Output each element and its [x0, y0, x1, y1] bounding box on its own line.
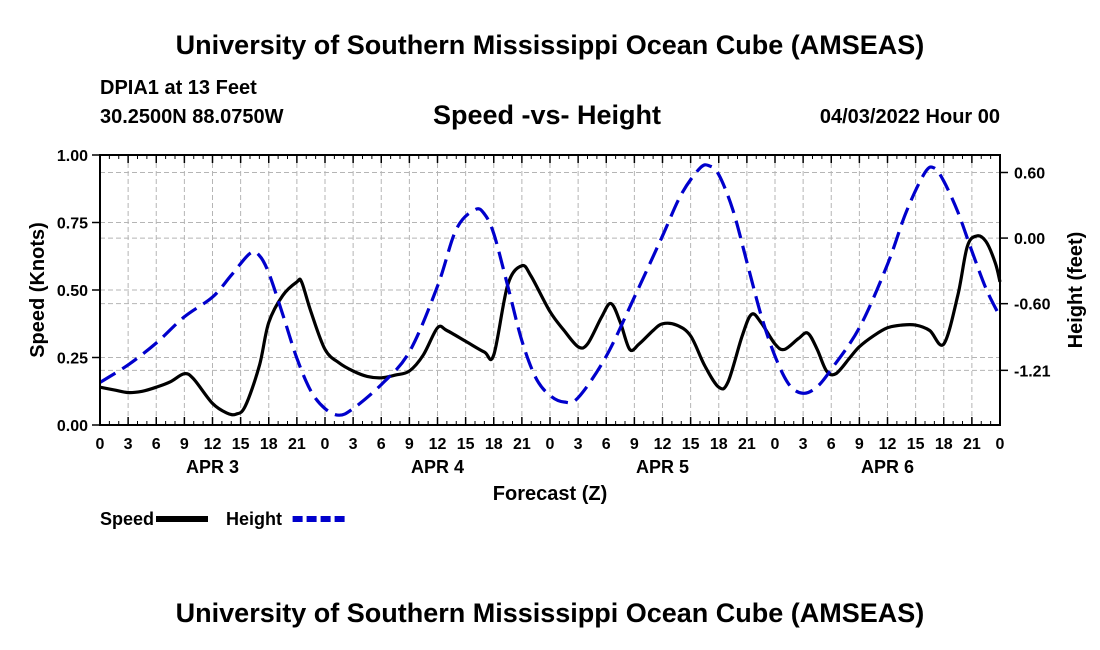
x-tick-label: 18 [710, 436, 728, 453]
footer-title: University of Southern Mississippi Ocean… [175, 598, 925, 628]
x-tick-label: 9 [855, 436, 864, 453]
forecast-date: 04/03/2022 Hour 00 [819, 106, 1000, 128]
page-title: University of Southern Mississippi Ocean… [175, 30, 925, 60]
y2-tick-label: -1.21 [1014, 363, 1051, 380]
tick-labels: 0 3 6 9 12 15 18 21 0 3 6 9 12 15 18 21 0 3 6 9 12 15 18 21 0 3 6 9… [57, 148, 1051, 477]
x-tick-label: 6 [602, 436, 611, 453]
x-tick-label: 18 [260, 436, 278, 453]
y2-tick-label: 0.00 [1014, 231, 1045, 248]
y-tick-label: 0.00 [57, 418, 88, 435]
x-tick-label: 12 [429, 436, 447, 453]
x-tick-label: 3 [349, 436, 358, 453]
x-tick-label: 15 [457, 436, 475, 453]
y2-axis-title: Height (feet) [1065, 232, 1087, 349]
x-tick-label: 18 [935, 436, 953, 453]
x-tick-label: 3 [799, 436, 808, 453]
coordinates-label: 30.2500N 88.0750W [100, 106, 284, 128]
chart-title: Speed -vs- Height [433, 100, 662, 130]
x-tick-label: 0 [321, 436, 330, 453]
legend: Speed Height [100, 509, 345, 529]
y-tick-label: 0.50 [57, 283, 88, 300]
y-axis-title: Speed (Knots) [27, 222, 49, 358]
x-tick-label: 21 [738, 436, 756, 453]
y2-tick-label: -0.60 [1014, 297, 1051, 314]
x-tick-label: 21 [513, 436, 531, 453]
grid [100, 155, 1000, 425]
x-tick-label: 0 [546, 436, 555, 453]
y2-tick-label: 0.60 [1014, 165, 1045, 182]
x-tick-label: 0 [996, 436, 1005, 453]
x-tick-label: 6 [377, 436, 386, 453]
x-tick-label: 21 [288, 436, 306, 453]
x-tick-label: 15 [232, 436, 250, 453]
x-tick-label: 6 [152, 436, 161, 453]
x-tick-label: 0 [771, 436, 780, 453]
x-tick-label: 21 [963, 436, 981, 453]
day-label: APR 3 [186, 457, 239, 477]
y-tick-label: 1.00 [57, 148, 88, 165]
series [99, 163, 1002, 417]
height-series-line [99, 163, 1002, 417]
x-tick-label: 15 [907, 436, 925, 453]
x-tick-label: 15 [682, 436, 700, 453]
day-label: APR 6 [861, 457, 914, 477]
x-tick-label: 9 [180, 436, 189, 453]
day-label: APR 5 [636, 457, 689, 477]
legend-label-height: Height [226, 509, 282, 529]
x-tick-label: 12 [654, 436, 672, 453]
legend-label-speed: Speed [100, 509, 154, 529]
x-tick-label: 3 [574, 436, 583, 453]
station-label: DPIA1 at 13 Feet [100, 77, 257, 99]
x-axis-title: Forecast (Z) [493, 483, 607, 505]
x-tick-label: 6 [827, 436, 836, 453]
x-tick-label: 12 [204, 436, 222, 453]
x-tick-label: 18 [485, 436, 503, 453]
x-tick-label: 0 [96, 436, 105, 453]
y-tick-label: 0.25 [57, 351, 88, 368]
x-tick-label: 9 [405, 436, 414, 453]
x-tick-label: 3 [124, 436, 133, 453]
x-tick-label: 9 [630, 436, 639, 453]
day-label: APR 4 [411, 457, 464, 477]
speed-series-line [99, 234, 1002, 417]
plot-frame [99, 154, 1001, 426]
x-tick-label: 12 [879, 436, 897, 453]
y-tick-label: 0.75 [57, 216, 88, 233]
